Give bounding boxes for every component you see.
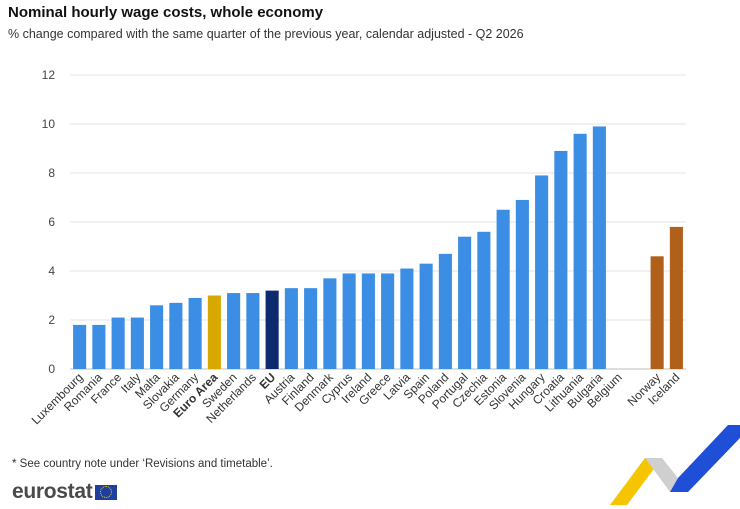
- bar-denmark: [323, 278, 337, 369]
- y-tick-label: 2: [48, 313, 55, 327]
- eurostat-logo[interactable]: eurostat: [12, 480, 118, 504]
- y-tick-label: 12: [42, 68, 56, 82]
- bar-italy: [130, 317, 144, 369]
- bar-cyprus: [342, 273, 356, 369]
- chart-subtitle: % change compared with the same quarter …: [8, 27, 524, 41]
- y-tick-label: 8: [48, 166, 55, 180]
- bar-portugal: [458, 236, 472, 369]
- bar-spain: [419, 263, 433, 369]
- bar-czechia: [477, 231, 491, 369]
- eu-flag-icon: [95, 484, 118, 500]
- bar-poland: [438, 253, 452, 369]
- bar-croatia: [554, 150, 568, 369]
- y-tick-label: 6: [48, 215, 55, 229]
- y-tick-label: 10: [42, 117, 56, 131]
- bar-iceland: [669, 226, 683, 369]
- bar-lithuania: [573, 133, 587, 369]
- chart-title: Nominal hourly wage costs, whole economy: [8, 4, 324, 21]
- bar-chart: 024681012LuxembourgRomaniaFranceItalyMal…: [29, 68, 686, 427]
- bar-estonia: [496, 209, 510, 369]
- bar-euro-area: [207, 295, 221, 369]
- bar-slovakia: [169, 302, 183, 369]
- bar-malta: [150, 305, 164, 369]
- bar-netherlands: [246, 293, 260, 369]
- bar-romania: [92, 324, 106, 369]
- bar-bulgaria: [592, 126, 606, 369]
- bar-latvia: [400, 268, 414, 369]
- bar-finland: [304, 288, 318, 369]
- decorative-swoosh-icon: [610, 425, 740, 505]
- logo-text: eurostat: [12, 480, 93, 503]
- country-note: * See country note under ‘Revisions and …: [12, 458, 273, 470]
- bar-greece: [381, 273, 395, 369]
- bar-france: [111, 317, 125, 369]
- bar-germany: [188, 297, 202, 369]
- bar-sweden: [227, 293, 241, 369]
- bar-slovenia: [515, 199, 529, 369]
- bar-luxembourg: [73, 324, 87, 369]
- bar-eu: [265, 290, 279, 369]
- y-tick-label: 0: [48, 362, 55, 376]
- bar-hungary: [535, 175, 549, 369]
- y-tick-label: 4: [48, 264, 55, 278]
- bar-austria: [284, 288, 298, 369]
- bar-ireland: [361, 273, 375, 369]
- bar-norway: [650, 256, 664, 369]
